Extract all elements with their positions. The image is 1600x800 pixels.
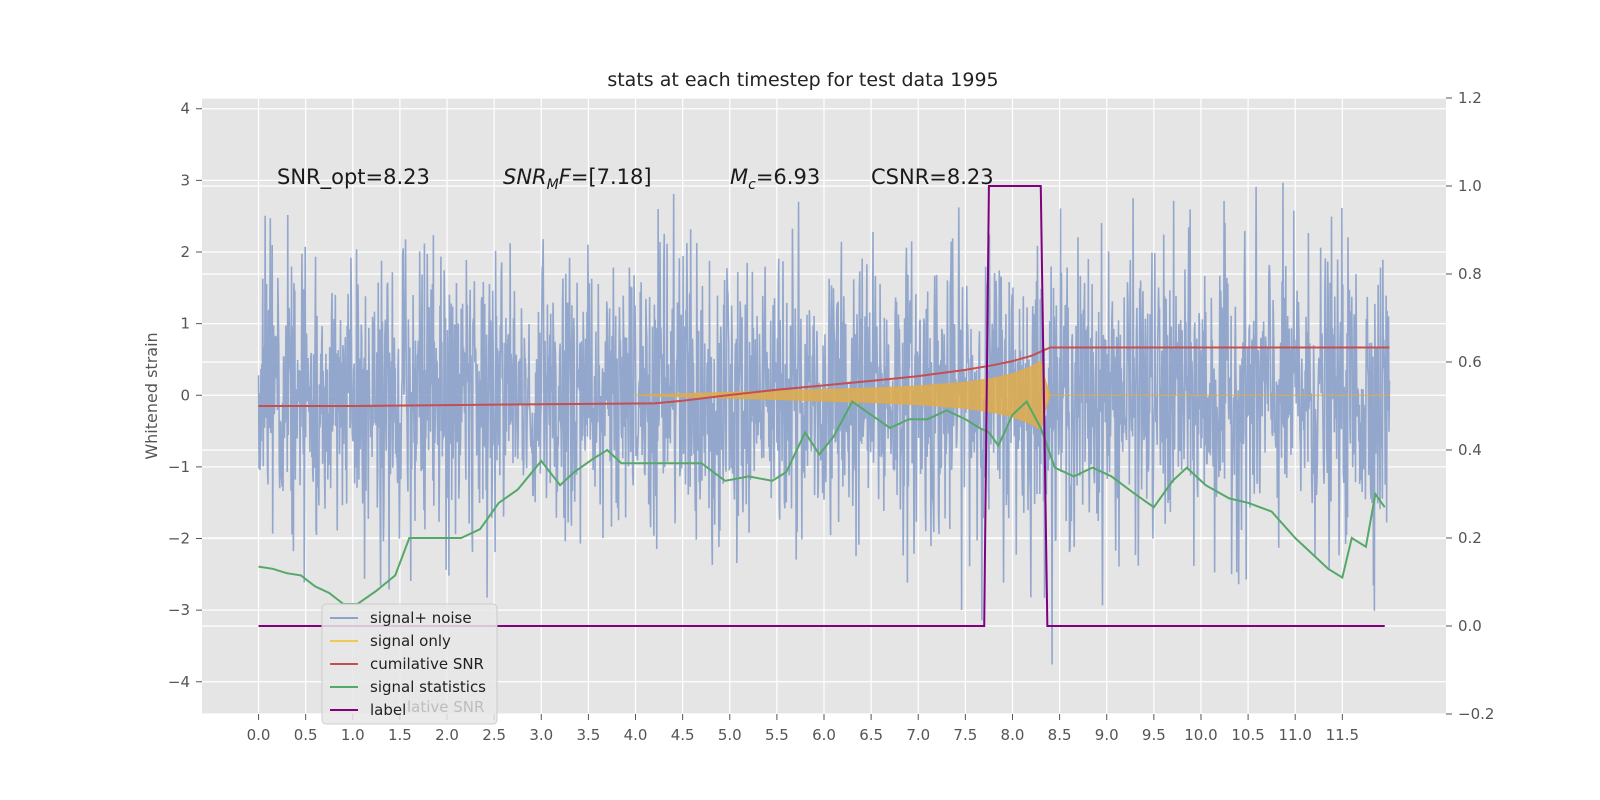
- x-tick-label-0: 0.0: [247, 726, 271, 744]
- x-tick-label-18: 9.0: [1095, 726, 1119, 744]
- x-tick-label-23: 11.5: [1326, 726, 1359, 744]
- y-tick-label-5: −1: [168, 458, 190, 476]
- y2-tick-label-7: −0.2: [1458, 705, 1494, 723]
- x-tick-label-21: 10.5: [1231, 726, 1264, 744]
- x-tick-label-11: 5.5: [765, 726, 789, 744]
- x-tick-label-4: 2.0: [435, 726, 459, 744]
- x-tick-label-20: 10.0: [1184, 726, 1217, 744]
- x-tick-label-5: 2.5: [482, 726, 506, 744]
- y-tick-label-4: 0: [180, 386, 190, 404]
- y2-tick-label-5: 0.2: [1458, 529, 1482, 547]
- y-tick-label-1: 3: [180, 171, 190, 189]
- x-tick-label-13: 6.5: [859, 726, 883, 744]
- y-axis-label: Whitened strain: [142, 332, 161, 459]
- y2-tick-label-1: 1.0: [1458, 177, 1482, 195]
- annotation-0: SNR_opt=8.23: [277, 165, 430, 190]
- x-tick-label-3: 1.5: [388, 726, 412, 744]
- legend-label-4: label: [370, 701, 406, 719]
- x-tick-label-15: 7.5: [953, 726, 977, 744]
- legend-label-0: signal+ noise: [370, 609, 472, 627]
- x-tick-label-17: 8.5: [1048, 726, 1072, 744]
- y2-tick-label-3: 0.6: [1458, 353, 1482, 371]
- y-tick-label-2: 2: [180, 243, 190, 261]
- x-tick-label-8: 4.0: [624, 726, 648, 744]
- chart-title: stats at each timestep for test data 199…: [607, 69, 998, 91]
- annotation-2: Mc=6.93: [730, 165, 820, 193]
- annotations: SNR_opt=8.23 SNRMF=[7.18] Mc=6.93 CSNR=8.23: [277, 165, 994, 193]
- annotation-1: SNRMF=[7.18]: [503, 165, 652, 193]
- y2-tick-label-0: 1.2: [1458, 89, 1482, 107]
- y-tick-label-0: 4: [180, 100, 190, 118]
- x-tick-label-9: 4.5: [671, 726, 695, 744]
- legend-overlap-text: lative SNR: [407, 698, 484, 716]
- x-tick-label-1: 0.5: [294, 726, 318, 744]
- x-tick-label-16: 8.0: [1001, 726, 1025, 744]
- y2-tick-label-2: 0.8: [1458, 265, 1482, 283]
- legend-label-2: cumilative SNR: [370, 655, 484, 673]
- legend-label-1: signal only: [370, 632, 451, 650]
- y2-tick-label-6: 0.0: [1458, 617, 1482, 635]
- x-tick-label-2: 1.0: [341, 726, 365, 744]
- legend-label-3: signal statistics: [370, 678, 486, 696]
- y-tick-label-6: −2: [168, 530, 190, 548]
- x-tick-label-19: 9.5: [1142, 726, 1166, 744]
- x-tick-label-10: 5.0: [718, 726, 742, 744]
- legend: signal+ noise signal only cumilative SNR si…: [322, 604, 497, 724]
- x-tick-label-14: 7.0: [906, 726, 930, 744]
- y-tick-label-8: −4: [168, 673, 190, 691]
- annotation-3: CSNR=8.23: [871, 165, 994, 189]
- x-tick-label-12: 6.0: [812, 726, 836, 744]
- y-tick-label-7: −3: [168, 601, 190, 619]
- y-tick-label-3: 1: [180, 315, 190, 333]
- x-tick-label-6: 3.0: [529, 726, 553, 744]
- x-tick-label-22: 11.0: [1279, 726, 1312, 744]
- y2-tick-label-4: 0.4: [1458, 441, 1482, 459]
- x-tick-label-7: 3.5: [576, 726, 600, 744]
